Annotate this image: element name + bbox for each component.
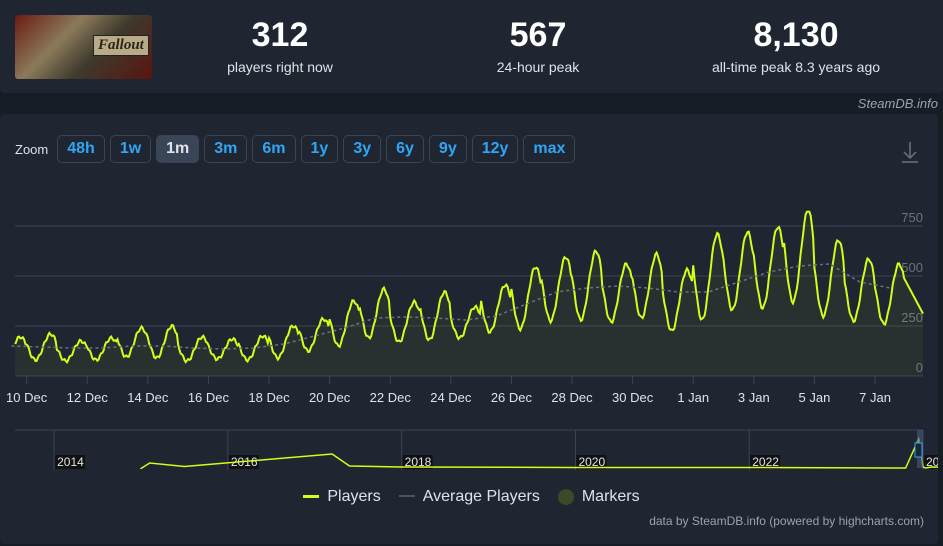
x-tick-label: 3 Jan xyxy=(738,390,770,405)
zoom-button-1w[interactable]: 1w xyxy=(109,135,152,163)
zoom-button-6m[interactable]: 6m xyxy=(252,135,296,163)
average-players-line[interactable] xyxy=(11,263,891,350)
legend-label: Players xyxy=(327,488,381,505)
x-tick-label: 24 Dec xyxy=(430,390,472,405)
zoom-button-3m[interactable]: 3m xyxy=(204,135,248,163)
zoom-button-12y[interactable]: 12y xyxy=(471,135,519,163)
stat-players-now: 312 players right now xyxy=(170,15,390,75)
zoom-button-3y[interactable]: 3y xyxy=(343,135,382,163)
navigator-tick-label: 2020 xyxy=(578,455,605,469)
stats-header: Fallout 312 players right now 567 24-hour … xyxy=(0,0,943,93)
zoom-toolbar: Zoom 48h 1w 1m 3m 6m 1y 3y 6y 9y 12y max xyxy=(15,135,576,163)
legend-label: Average Players xyxy=(422,488,540,505)
navigator-label-bg xyxy=(924,455,938,469)
navigator-tick-label: 2014 xyxy=(57,455,84,469)
zoom-button-6y[interactable]: 6y xyxy=(386,135,424,163)
stat-value: 312 xyxy=(251,16,309,54)
zoom-button-1y[interactable]: 1y xyxy=(300,135,339,163)
stat-label: 24-hour peak xyxy=(496,59,580,75)
zoom-button-9y[interactable]: 9y xyxy=(428,135,467,163)
navigator-label-bg xyxy=(402,455,433,469)
x-tick-label: 18 Dec xyxy=(248,390,290,405)
navigator-tick-label: 2018 xyxy=(405,455,432,469)
navigator-label-bg xyxy=(750,455,781,469)
zoom-label: Zoom xyxy=(15,141,49,157)
navigator-tick-label: 2024 xyxy=(926,455,938,469)
players-area xyxy=(15,211,923,376)
navigator-label-bg xyxy=(576,455,607,469)
legend-average-players[interactable]: Average Players xyxy=(398,488,540,506)
y-tick-label: 750 xyxy=(901,210,923,225)
zoom-button-48h[interactable]: 48h xyxy=(57,135,105,163)
stat-24h-peak: 567 24-hour peak xyxy=(428,15,648,75)
players-line[interactable] xyxy=(14,210,924,364)
credit-link[interactable]: SteamDB.info xyxy=(857,96,938,111)
stat-value: 8,130 xyxy=(753,16,839,54)
navigator-handle[interactable] xyxy=(914,442,923,458)
stat-value: 567 xyxy=(509,16,567,54)
x-tick-label: 10 Dec xyxy=(6,390,48,405)
x-tick-label: 26 Dec xyxy=(491,390,533,405)
legend-markers[interactable]: Markers xyxy=(557,488,640,506)
footer-credit[interactable]: data by SteamDB.info (powered by highcha… xyxy=(649,514,924,528)
stat-label: players right now xyxy=(227,59,333,75)
stat-label: all-time peak 8.3 years ago xyxy=(711,59,881,75)
x-tick-label: 20 Dec xyxy=(309,390,351,405)
x-tick-label: 12 Dec xyxy=(67,390,109,405)
y-tick-label: 250 xyxy=(901,310,923,325)
legend-players[interactable]: Players xyxy=(303,488,381,506)
x-tick-label: 1 Jan xyxy=(677,390,709,405)
navigator-tick-label: 2022 xyxy=(752,455,779,469)
player-chart[interactable]: 0 250 500 750 10 Dec 12 Dec 14 Dec 16 Dec 18 Dec… xyxy=(0,114,938,544)
x-tick-label: 30 Dec xyxy=(612,390,654,405)
x-tick-label: 28 Dec xyxy=(551,390,593,405)
navigator-label-bg xyxy=(55,455,86,469)
x-tick-label: 14 Dec xyxy=(127,390,169,405)
x-tick-label: 7 Jan xyxy=(859,390,891,405)
zoom-button-max[interactable]: max xyxy=(523,135,576,163)
zoom-button-1m[interactable]: 1m xyxy=(156,135,200,163)
legend-label: Markers xyxy=(581,488,640,505)
y-tick-label: 500 xyxy=(901,260,923,275)
x-tick-label: 16 Dec xyxy=(188,390,230,405)
download-icon[interactable] xyxy=(902,142,918,163)
chart-legend: Players Average Players Markers xyxy=(0,488,943,506)
y-tick-label: 0 xyxy=(916,360,923,375)
x-tick-label: 5 Jan xyxy=(799,390,831,405)
stat-all-time-peak: 8,130 all-time peak 8.3 years ago xyxy=(686,15,906,75)
logo-text: Fallout xyxy=(93,35,149,56)
game-logo[interactable]: Fallout xyxy=(15,15,152,79)
navigator-series xyxy=(140,436,938,470)
x-tick-label: 22 Dec xyxy=(370,390,412,405)
